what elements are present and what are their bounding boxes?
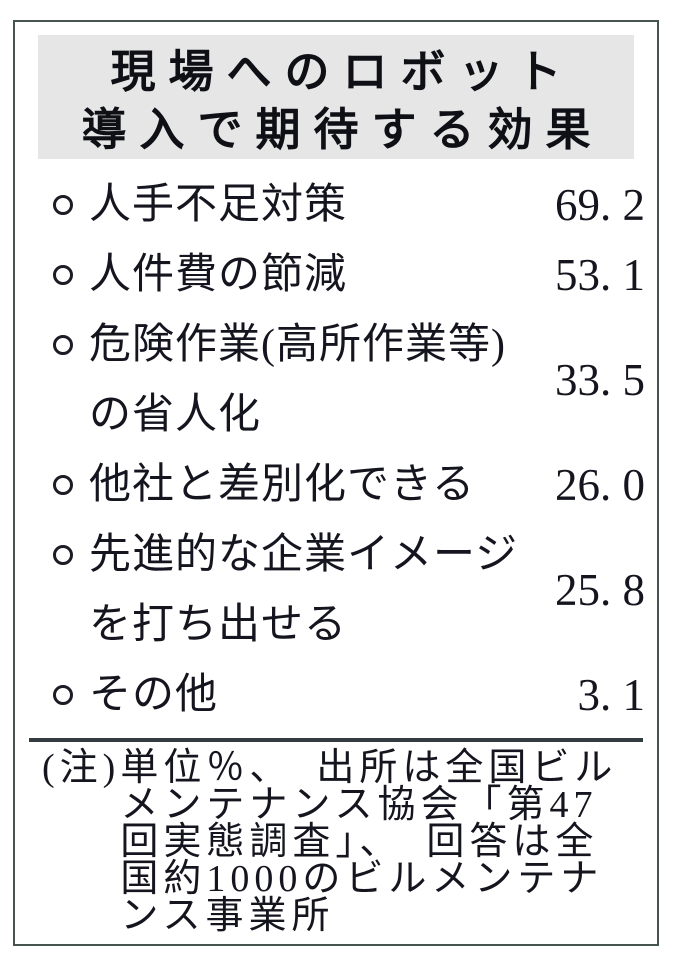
item-label: 人件費の節減 — [89, 252, 348, 298]
item-label: 他社と差別化できる — [89, 462, 476, 508]
item-label: 危険作業(高所作業等) の省人化 — [89, 322, 506, 438]
circle-bullet-icon — [53, 545, 73, 565]
list-item: 人手不足対策 69. 2 — [53, 170, 645, 240]
footnote-line: 回実態調査」、 回答は全 — [120, 821, 599, 863]
chart-title: 現場へのロボット 導入で期待する効果 — [38, 35, 634, 159]
item-label: 人手不足対策 — [89, 182, 348, 228]
bullet-cell — [53, 520, 89, 590]
list-item: その他 3. 1 — [53, 660, 645, 730]
survey-panel: 現場へのロボット 導入で期待する効果 人手不足対策 69. 2 人件費の節減 5… — [13, 20, 659, 946]
result-list: 人手不足対策 69. 2 人件費の節減 53. 1 危険作業(高所作業等) の省… — [53, 170, 645, 730]
item-value: 33. 5 — [555, 355, 645, 405]
footnote: (注) 単位％、 出所は全国ビル メンテナンス協会「第47 回実態調査」、 回答… — [42, 747, 651, 937]
circle-bullet-icon — [53, 265, 73, 285]
bullet-cell — [53, 170, 89, 240]
bullet-cell — [53, 310, 89, 380]
list-item: 他社と差別化できる 26. 0 — [53, 450, 645, 520]
list-item: 先進的な企業イメージ を打ち出せる 25. 8 — [53, 520, 645, 660]
circle-bullet-icon — [53, 475, 73, 495]
footnote-line: メンテナンス協会「第47 — [120, 784, 598, 826]
list-item: 人件費の節減 53. 1 — [53, 240, 645, 310]
footnote-line: ンス事業所 — [120, 895, 335, 937]
divider — [29, 738, 643, 742]
circle-bullet-icon — [53, 685, 73, 705]
bullet-cell — [53, 240, 89, 310]
footnote-text: 単位％、 出所は全国ビル メンテナンス協会「第47 回実態調査」、 回答は全 国… — [120, 747, 651, 937]
item-value: 69. 2 — [555, 180, 645, 230]
item-value: 26. 0 — [555, 460, 645, 510]
chart-title-line-1: 現場へのロボット — [110, 46, 575, 97]
footnote-prefix: (注) — [42, 747, 121, 789]
circle-bullet-icon — [53, 335, 73, 355]
footnote-line: 単位％、 出所は全国ビル — [120, 747, 618, 789]
bullet-cell — [53, 450, 89, 520]
list-item: 危険作業(高所作業等) の省人化 33. 5 — [53, 310, 645, 450]
chart-title-line-2: 導入で期待する効果 — [81, 104, 604, 155]
item-value: 53. 1 — [555, 250, 645, 300]
item-value: 25. 8 — [555, 565, 645, 615]
item-value: 3. 1 — [577, 670, 646, 720]
item-label: 先進的な企業イメージ を打ち出せる — [89, 532, 519, 648]
circle-bullet-icon — [53, 195, 73, 215]
item-label: その他 — [89, 672, 219, 718]
footnote-line: 国約1000のビルメンテナ — [120, 858, 604, 900]
bullet-cell — [53, 660, 89, 730]
